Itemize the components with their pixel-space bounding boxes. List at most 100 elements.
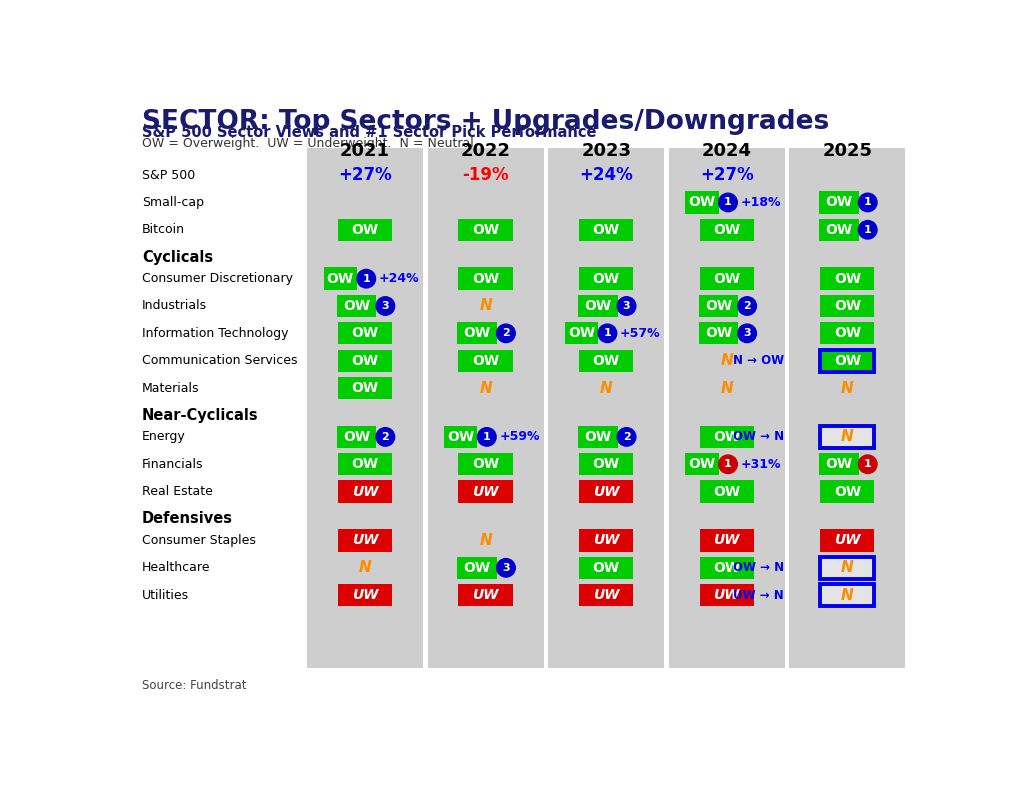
Text: OW → N: OW → N: [733, 561, 784, 575]
Text: OW: OW: [834, 327, 861, 340]
Text: 2: 2: [743, 301, 751, 311]
Circle shape: [858, 220, 877, 239]
Circle shape: [376, 297, 394, 316]
FancyBboxPatch shape: [698, 322, 738, 345]
Text: OW: OW: [568, 327, 595, 340]
Circle shape: [617, 297, 636, 316]
Text: OW: OW: [585, 430, 611, 444]
FancyBboxPatch shape: [699, 219, 754, 241]
FancyBboxPatch shape: [699, 268, 754, 290]
Text: N: N: [841, 380, 854, 396]
Text: UW: UW: [714, 588, 740, 602]
FancyBboxPatch shape: [685, 191, 719, 213]
FancyBboxPatch shape: [324, 268, 356, 290]
Text: OW: OW: [834, 272, 861, 286]
Text: UW: UW: [472, 485, 499, 499]
FancyBboxPatch shape: [444, 426, 477, 448]
Circle shape: [738, 297, 757, 316]
FancyBboxPatch shape: [820, 349, 874, 371]
Circle shape: [719, 193, 737, 212]
FancyBboxPatch shape: [579, 219, 633, 241]
Text: OW: OW: [472, 457, 499, 471]
Text: OW: OW: [834, 485, 861, 499]
FancyBboxPatch shape: [459, 584, 513, 606]
FancyBboxPatch shape: [699, 426, 754, 448]
Text: OW: OW: [593, 561, 620, 575]
Text: N: N: [841, 430, 854, 445]
Text: 1: 1: [864, 198, 871, 208]
FancyBboxPatch shape: [820, 480, 874, 503]
Text: Communication Services: Communication Services: [142, 354, 297, 368]
Text: N → OW: N → OW: [733, 354, 784, 368]
Text: +24%: +24%: [580, 166, 633, 184]
Text: Real Estate: Real Estate: [142, 485, 213, 498]
Text: +31%: +31%: [740, 458, 781, 471]
FancyBboxPatch shape: [337, 426, 377, 448]
FancyBboxPatch shape: [698, 295, 738, 317]
FancyBboxPatch shape: [565, 322, 598, 345]
Text: OW → N: OW → N: [733, 430, 784, 443]
Text: Cyclicals: Cyclicals: [142, 249, 213, 264]
Text: Small-cap: Small-cap: [142, 196, 204, 209]
FancyBboxPatch shape: [459, 349, 513, 371]
Text: 2024: 2024: [701, 142, 752, 160]
Text: UW → N: UW → N: [733, 589, 783, 601]
FancyBboxPatch shape: [579, 349, 633, 371]
Text: OW: OW: [834, 299, 861, 313]
Text: OW: OW: [825, 457, 853, 471]
Text: OW: OW: [351, 327, 379, 340]
Text: 2: 2: [502, 328, 510, 338]
FancyBboxPatch shape: [338, 377, 392, 399]
Text: OW: OW: [713, 223, 740, 237]
Text: 1: 1: [603, 328, 611, 338]
FancyBboxPatch shape: [819, 219, 859, 241]
Text: 2025: 2025: [822, 142, 872, 160]
Text: 1: 1: [362, 274, 370, 283]
Text: OW: OW: [713, 272, 740, 286]
Text: UW: UW: [472, 588, 499, 602]
Text: Utilities: Utilities: [142, 589, 189, 601]
Text: UW: UW: [352, 534, 378, 548]
Text: OW: OW: [713, 485, 740, 499]
FancyBboxPatch shape: [685, 453, 719, 475]
FancyBboxPatch shape: [458, 556, 497, 579]
Text: OW: OW: [705, 327, 732, 340]
FancyBboxPatch shape: [699, 530, 754, 552]
Text: N: N: [841, 588, 854, 603]
Text: 1: 1: [724, 460, 732, 469]
FancyBboxPatch shape: [699, 584, 754, 606]
FancyBboxPatch shape: [459, 480, 513, 503]
Circle shape: [376, 427, 394, 446]
FancyBboxPatch shape: [338, 453, 392, 475]
Text: 2: 2: [623, 432, 631, 442]
FancyBboxPatch shape: [307, 148, 423, 668]
Text: Healthcare: Healthcare: [142, 561, 211, 575]
FancyBboxPatch shape: [579, 530, 633, 552]
FancyBboxPatch shape: [459, 453, 513, 475]
Text: Source: Fundstrat: Source: Fundstrat: [142, 679, 247, 692]
Text: OW: OW: [351, 353, 379, 368]
FancyBboxPatch shape: [820, 584, 874, 606]
FancyBboxPatch shape: [338, 349, 392, 371]
Text: N: N: [600, 380, 612, 396]
Text: N: N: [721, 353, 733, 368]
FancyBboxPatch shape: [579, 268, 633, 290]
Text: 1: 1: [864, 225, 871, 235]
Text: +27%: +27%: [338, 166, 392, 184]
Text: SECTOR: Top Sectors + Upgrades/Downgrades: SECTOR: Top Sectors + Upgrades/Downgrade…: [142, 109, 829, 135]
Text: Consumer Staples: Consumer Staples: [142, 534, 256, 547]
Text: N: N: [841, 560, 854, 575]
FancyBboxPatch shape: [819, 453, 859, 475]
Text: OW: OW: [688, 457, 716, 471]
Text: OW = Overweight.  UW = Underweight.  N = Neutral: OW = Overweight. UW = Underweight. N = N…: [142, 137, 474, 150]
FancyBboxPatch shape: [699, 480, 754, 503]
Text: N: N: [479, 380, 492, 396]
Text: UW: UW: [352, 485, 378, 499]
Text: 2022: 2022: [461, 142, 511, 160]
FancyBboxPatch shape: [428, 148, 544, 668]
Text: N: N: [479, 533, 492, 548]
Text: N: N: [479, 298, 492, 313]
Text: OW: OW: [713, 561, 740, 575]
FancyBboxPatch shape: [579, 426, 617, 448]
Text: Information Technology: Information Technology: [142, 327, 289, 340]
